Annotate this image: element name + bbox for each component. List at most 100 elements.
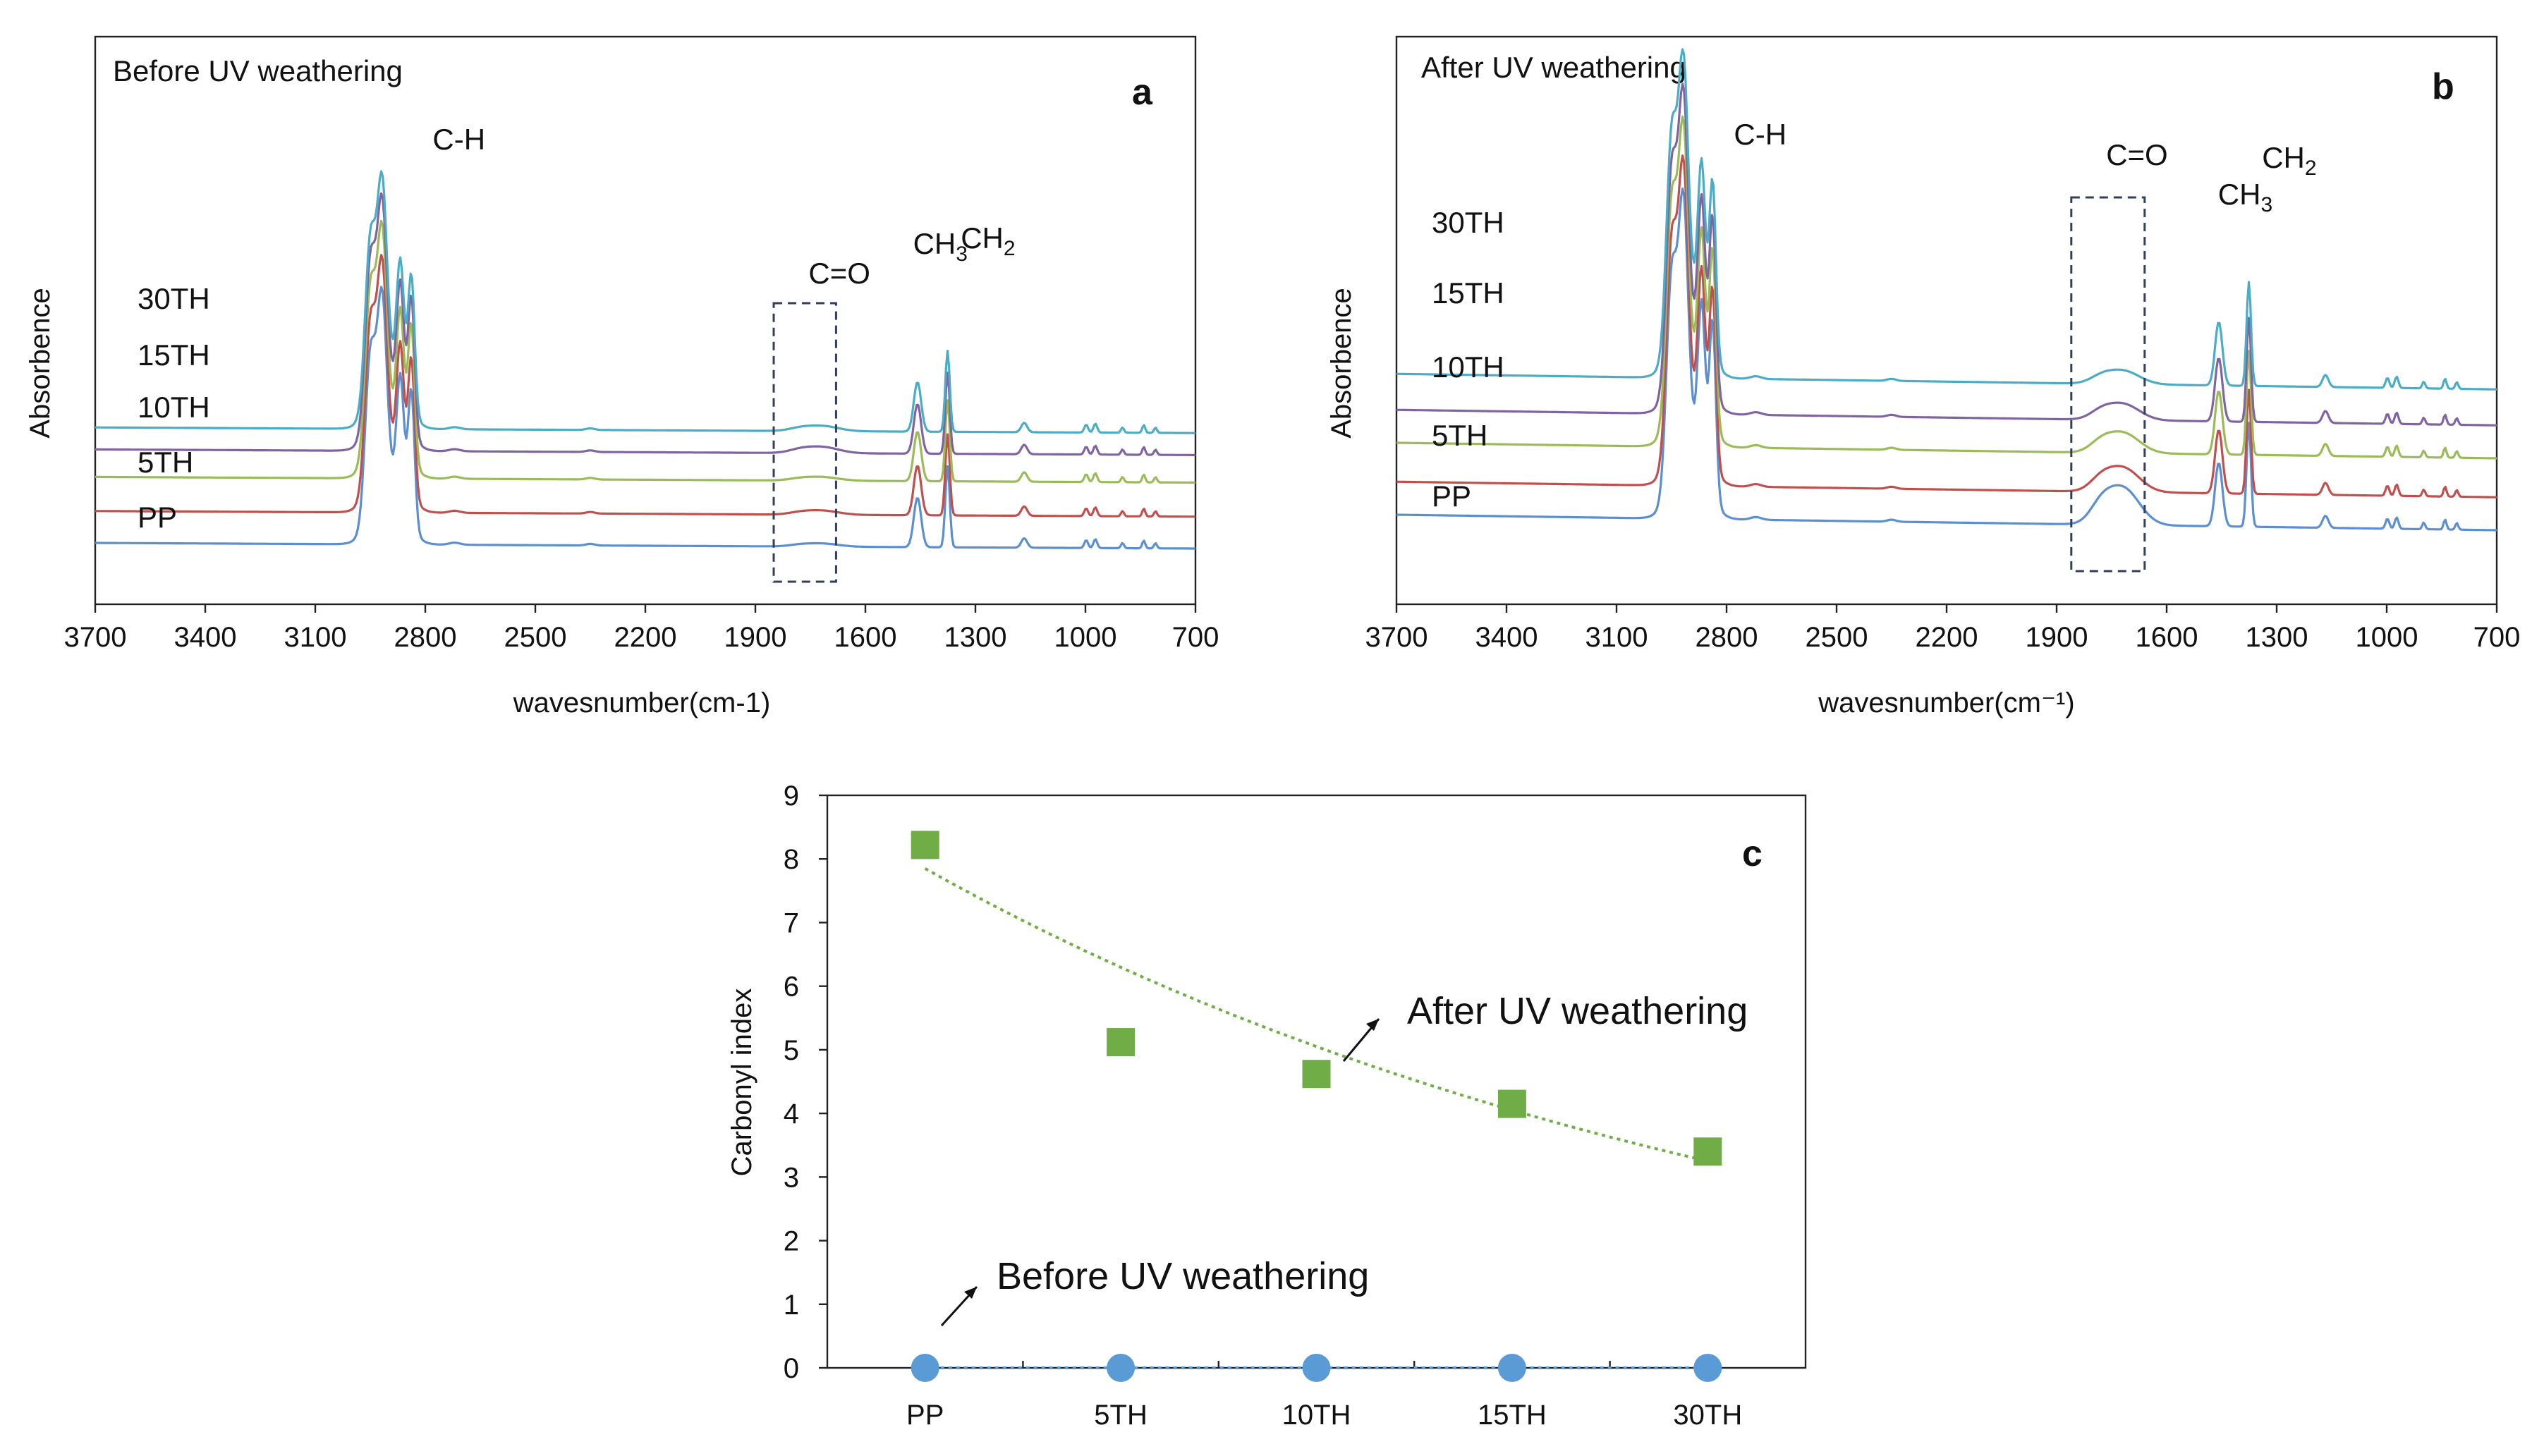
before-uv-point-pp <box>911 1354 939 1382</box>
panel-b-frame <box>1395 35 2498 606</box>
panel-a-series-labels: PP 5TH 10TH 15TH 30TH <box>138 282 210 534</box>
panel-a-peak-label: CH3 <box>913 227 968 266</box>
panel-c-letter: c <box>1742 833 1763 874</box>
panel-c-xtick-label: 5TH <box>1094 1400 1148 1431</box>
panel-a-peak-label: CH2 <box>961 221 1015 260</box>
panel-b-series <box>1396 48 2497 532</box>
panel-a-xtick-label: 3400 <box>174 622 237 653</box>
before-uv-point-30th <box>1693 1354 1722 1382</box>
panel-a-xlabel: wavesnumber(cm-1) <box>513 687 771 718</box>
panel-a-peak-label: C=O <box>808 257 870 290</box>
panel-b-series-pp <box>1396 187 2497 532</box>
panel-a-carbonyl-highlight <box>772 302 837 583</box>
before-uv-point-10th <box>1302 1354 1331 1382</box>
panel-a-xtick-label: 2200 <box>614 622 677 653</box>
panel-b-xtick-label: 1600 <box>2136 622 2198 653</box>
panel-b-spectra-after: After UV weathering b wavesnumber(cm⁻¹) … <box>1326 35 2521 718</box>
panel-c-xtick-label: 15TH <box>1478 1400 1547 1431</box>
panel-b-xtick-label: 700 <box>2473 622 2521 653</box>
panel-b-carbonyl-highlight <box>2070 196 2146 573</box>
panel-c-ytick-label: 6 <box>784 972 799 1003</box>
after-uv-point-5th <box>1107 1028 1136 1057</box>
panel-c-annotations: After UV weathering Before UV weathering <box>940 990 1748 1327</box>
panel-a-x-ticks: 3700 3400 3100 2800 2500 2200 1900 1600 1300 1000… <box>64 604 1219 653</box>
panel-b-xlabel: wavesnumber(cm⁻¹) <box>1818 687 2074 718</box>
panel-a-peak-label: C-H <box>432 123 485 156</box>
before-uv-point-15th <box>1497 1354 1526 1382</box>
panel-b-peak-label: CH2 <box>2262 141 2316 180</box>
panel-b-xtick-label: 2500 <box>1806 622 1868 653</box>
panel-b-xtick-label: 1000 <box>2356 622 2418 653</box>
panel-c-ytick-label: 0 <box>784 1353 799 1384</box>
panel-b-peak-label: C=O <box>2106 138 2168 171</box>
panel-b-x-ticks: 3700 3400 3100 2800 2500 2200 1900 1600 1300 1000… <box>1365 604 2521 653</box>
panel-b-xtick-label: 1900 <box>2026 622 2088 653</box>
panel-a-xtick-label: 1000 <box>1054 622 1117 653</box>
panel-c-ytick-label: 5 <box>784 1035 799 1066</box>
panel-c-xtick-label: PP <box>906 1400 944 1431</box>
panel-b-xtick-label: 1300 <box>2246 622 2308 653</box>
panel-b-series-labels: PP 5TH 10TH 15TH 30TH <box>1432 206 1504 513</box>
panel-a-letter: a <box>1132 72 1153 113</box>
panel-a-ylabel: Absorbence <box>25 288 56 438</box>
panel-a-series-label-30th: 30TH <box>138 282 210 315</box>
panel-b-series-label-5th: 5TH <box>1432 419 1487 452</box>
before-annotation-arrowhead <box>964 1287 977 1299</box>
panel-a-xtick-label: 1900 <box>724 622 787 653</box>
after-annotation-arrowhead <box>1366 1019 1379 1031</box>
panel-c-ytick-label: 1 <box>784 1290 799 1321</box>
after-uv-point-30th <box>1693 1137 1722 1166</box>
before-annotation-label: Before UV weathering <box>997 1255 1369 1297</box>
panel-b-xtick-label: 2200 <box>1916 622 1978 653</box>
panel-c-xtick-label: 10TH <box>1282 1400 1351 1431</box>
panel-a-xtick-label: 1600 <box>834 622 897 653</box>
panel-c-ylabel: Carbonyl index <box>726 989 757 1177</box>
panel-a-series-5th <box>95 254 1196 518</box>
panel-b-letter: b <box>2432 66 2454 107</box>
before-uv-point-5th <box>1107 1354 1136 1382</box>
panel-a-series-label-pp: PP <box>138 501 177 534</box>
panel-a-xtick-label: 2800 <box>394 622 457 653</box>
panel-a-title: Before UV weathering <box>113 54 403 87</box>
panel-c-x-ticks: PP 5TH 10TH 15TH 30TH <box>906 1361 1742 1431</box>
panel-b-series-10th <box>1396 115 2497 460</box>
panel-a-xtick-label: 700 <box>1172 622 1219 653</box>
panel-b-title: After UV weathering <box>1421 51 1686 84</box>
panel-b-series-label-10th: 10TH <box>1432 350 1504 384</box>
panel-b-series-5th <box>1396 154 2497 498</box>
panel-a-xtick-label: 2500 <box>504 622 567 653</box>
panel-b-series-label-pp: PP <box>1432 479 1471 513</box>
panel-c-ytick-label: 7 <box>784 907 799 938</box>
panel-b-xtick-label: 2800 <box>1696 622 1758 653</box>
panel-a-series-label-5th: 5TH <box>138 446 193 479</box>
panel-a-series-pp <box>95 286 1195 550</box>
panel-a-xtick-label: 1300 <box>944 622 1007 653</box>
panel-b-series-label-30th: 30TH <box>1432 206 1504 239</box>
panel-a-series-label-15th: 15TH <box>138 338 210 372</box>
panel-b-peak-label: CH3 <box>2218 178 2272 216</box>
panel-a-series-label-10th: 10TH <box>138 391 210 424</box>
panel-c-y-ticks: 0 1 2 3 4 5 6 7 8 9 <box>784 781 827 1384</box>
panel-c-ytick-label: 4 <box>784 1099 799 1130</box>
panel-b-series-label-15th: 15TH <box>1432 276 1504 310</box>
panel-c-points <box>911 831 1722 1382</box>
panel-a-series-30th <box>95 170 1195 434</box>
panel-c-ytick-label: 2 <box>784 1226 799 1257</box>
panel-a-spectra-before: Before UV weathering a wavesnumber(cm-1)… <box>25 35 1219 718</box>
panel-a-series-10th <box>95 219 1195 484</box>
panel-b-xtick-label: 3700 <box>1365 622 1428 653</box>
panel-b-xtick-label: 3400 <box>1475 622 1538 653</box>
panel-b-xtick-label: 3100 <box>1585 622 1648 653</box>
panel-c-xtick-label: 30TH <box>1673 1400 1742 1431</box>
panel-c-ytick-label: 9 <box>784 781 799 812</box>
panel-b-series-15th <box>1396 82 2497 427</box>
panel-a-xtick-label: 3100 <box>284 622 347 653</box>
panel-b-series-30th <box>1396 48 2497 391</box>
after-annotation-label: After UV weathering <box>1407 990 1748 1032</box>
after-uv-point-15th <box>1497 1089 1526 1118</box>
panel-b-peak-label: C-H <box>1734 118 1787 151</box>
panel-a-series <box>95 170 1196 550</box>
